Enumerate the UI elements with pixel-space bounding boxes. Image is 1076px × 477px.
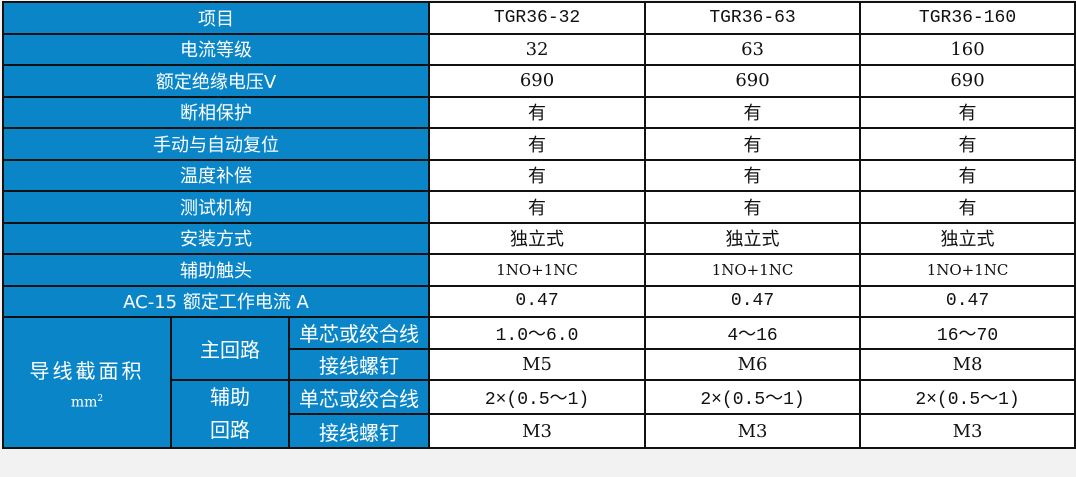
cell: 1.0～6.0 <box>428 316 647 350</box>
cell: 有 <box>644 95 862 129</box>
model-header: TGR36-63 <box>644 1 862 35</box>
cell: 有 <box>859 190 1076 224</box>
cell: 2×(0.5～1) <box>859 379 1076 415</box>
row-label: 测试机构 <box>1 190 431 224</box>
table-row: AC-15 额定工作电流 A 0.47 0.47 0.47 <box>1 284 1076 318</box>
cell: 有 <box>428 127 647 161</box>
row-label: 接线螺钉 <box>287 413 431 449</box>
cell: M8 <box>859 347 1076 381</box>
row-label: 接线螺钉 <box>287 347 431 381</box>
header-label: 项目 <box>1 1 431 35</box>
aux-label-line1: 辅助 <box>210 385 250 409</box>
cell: 4～16 <box>644 316 862 350</box>
cell: 0.47 <box>644 284 862 318</box>
cell: 有 <box>644 158 862 192</box>
row-label: 电流等级 <box>1 32 431 66</box>
table-row: 手动与自动复位有有有 <box>1 127 1076 161</box>
cell: 有 <box>428 190 647 224</box>
cell: 有 <box>859 158 1076 192</box>
cell: 有 <box>428 95 647 129</box>
cell: 0.47 <box>428 284 647 318</box>
cell: 160 <box>859 32 1076 66</box>
table-row: 导线截面积 mm2 主回路 单芯或绞合线 1.0～6.0 4～16 16～70 <box>2 316 1076 449</box>
table-row: 电流等级 32 63 160 <box>1 32 1076 66</box>
cell: 有 <box>859 95 1076 129</box>
row-label: 单芯或绞合线 <box>287 316 431 350</box>
row-label: 断相保护 <box>1 95 431 129</box>
unit-sup: 2 <box>97 393 104 404</box>
wire-label: 导线截面积 <box>29 358 145 383</box>
table-row: 辅助触头 1NO+1NC 1NO+1NC 1NO+1NC <box>1 253 1076 287</box>
main-circuit-label: 主回路 <box>170 316 290 381</box>
header-row: 项目 TGR36-32 TGR36-63 TGR36-160 <box>1 1 1076 35</box>
table-row: 额定绝缘电压V 690 690 690 <box>1 64 1076 98</box>
cell: 0.47 <box>859 284 1076 318</box>
row-label: 单芯或绞合线 <box>287 379 431 415</box>
row-label: 温度补偿 <box>1 158 431 192</box>
table-row: 接线螺钉 M3 M3 M3 <box>3 413 1076 449</box>
cell: 63 <box>644 32 862 66</box>
cell: 690 <box>644 64 862 98</box>
cell: 690 <box>859 64 1076 98</box>
row-label: 辅助触头 <box>1 253 431 287</box>
cell: 1NO+1NC <box>859 253 1076 287</box>
row-label: 安装方式 <box>1 221 431 255</box>
cell: 有 <box>644 190 862 224</box>
model-header: TGR36-160 <box>859 1 1076 35</box>
row-label: 额定绝缘电压V <box>1 64 431 98</box>
cell: 2×(0.5～1) <box>644 379 862 415</box>
cell: 独立式 <box>859 221 1076 255</box>
table-row: 接线螺钉 M5 M6 M8 <box>3 347 1076 381</box>
cell: M6 <box>644 347 862 381</box>
cell: 690 <box>428 64 647 98</box>
cell: 32 <box>428 32 647 66</box>
cell: 独立式 <box>428 221 647 255</box>
cell: 独立式 <box>644 221 862 255</box>
cell: 有 <box>859 127 1076 161</box>
cell: 2×(0.5～1) <box>428 379 647 415</box>
cell: M3 <box>644 413 862 449</box>
cell: M3 <box>859 413 1076 449</box>
row-label: 手动与自动复位 <box>1 127 431 161</box>
cell: 有 <box>644 127 862 161</box>
cell: 有 <box>428 158 647 192</box>
aux-circuit-label: 辅助 回路 <box>170 379 290 449</box>
spec-table: 项目 TGR36-32 TGR36-63 TGR36-160 电流等级 32 63 1… <box>1 1 1076 449</box>
table-row: 辅助 回路 单芯或绞合线 2×(0.5～1) 2×(0.5～1) 2×(0.5～… <box>3 379 1076 449</box>
cell: 1NO+1NC <box>428 253 647 287</box>
cell: M5 <box>428 347 647 381</box>
model-header: TGR36-32 <box>428 1 647 35</box>
table-row: 断相保护有有有 <box>1 95 1076 129</box>
cell: M3 <box>428 413 647 449</box>
wire-unit: mm2 <box>4 394 170 411</box>
aux-label-line2: 回路 <box>210 418 250 442</box>
cell: 16～70 <box>859 316 1076 350</box>
row-label: AC-15 额定工作电流 A <box>1 284 431 318</box>
cell: 1NO+1NC <box>644 253 862 287</box>
table-row: 测试机构有有有 <box>1 190 1076 224</box>
table-row: 安装方式 独立式 独立式 独立式 <box>1 221 1076 255</box>
table-row: 温度补偿有有有 <box>1 158 1076 192</box>
unit-text: mm <box>70 394 98 411</box>
wire-section-label: 导线截面积 mm2 <box>2 316 172 449</box>
